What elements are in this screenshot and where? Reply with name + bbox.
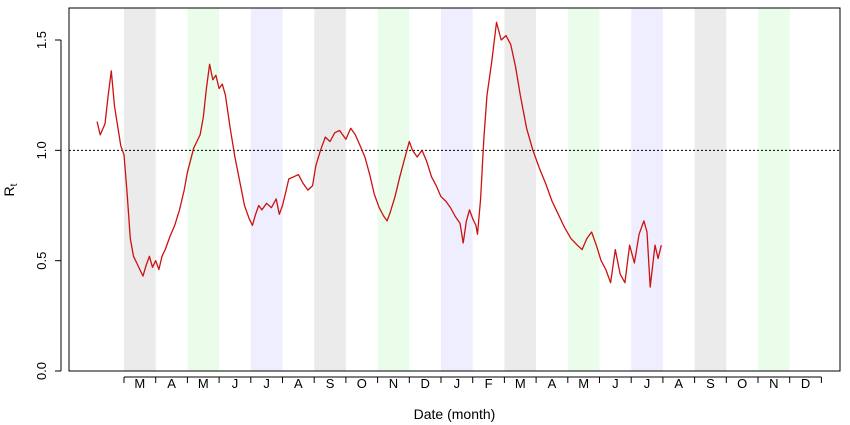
x-tick-label-5: A — [294, 376, 303, 391]
x-tick-label-3: J — [232, 376, 239, 391]
month-band-s-6 — [314, 8, 346, 371]
x-tick-label-1: A — [167, 376, 176, 391]
month-band-m-14 — [567, 8, 600, 371]
month-band-n-8 — [377, 8, 410, 371]
y-axis: 0.0 0.5 1.0 1.5 — [34, 31, 62, 380]
x-axis-title: Date (month) — [414, 406, 496, 422]
y-tick-label-0.0: 0.0 — [34, 362, 49, 380]
y-axis-title-subscript: t — [9, 183, 20, 186]
y-axis-title: Rt — [1, 183, 20, 196]
y-tick-label-1.5: 1.5 — [34, 31, 49, 49]
x-tick-label-16: J — [644, 376, 651, 391]
y-axis-title-main: R — [1, 186, 17, 196]
x-tick-label-13: A — [548, 376, 557, 391]
x-tick-label-15: J — [612, 376, 619, 391]
series-line-0 — [96, 21, 662, 288]
x-tick-label-18: S — [706, 376, 715, 391]
month-band-m-12 — [504, 8, 537, 371]
x-tick-label-20: N — [769, 376, 778, 391]
x-tick-label-19: O — [737, 376, 747, 391]
month-band-s-18 — [694, 8, 727, 371]
month-band-m-2 — [187, 8, 220, 371]
y-tick-label-0.5: 0.5 — [34, 252, 49, 270]
x-tick-label-4: J — [263, 376, 270, 391]
y-tick-label-1.0: 1.0 — [34, 141, 49, 159]
x-tick-label-7: O — [357, 376, 367, 391]
month-band-n-20 — [758, 8, 790, 371]
x-tick-label-8: N — [389, 376, 398, 391]
x-tick-label-0: M — [134, 376, 145, 391]
x-tick-label-14: M — [578, 376, 589, 391]
series-layer — [96, 21, 662, 288]
x-tick-label-6: S — [326, 376, 335, 391]
x-tick-label-10: J — [454, 376, 461, 391]
month-band-m-0 — [124, 8, 156, 371]
month-band-j-16 — [631, 8, 663, 371]
x-tick-label-2: M — [198, 376, 209, 391]
month-band-j-4 — [250, 8, 283, 371]
x-tick-label-17: A — [674, 376, 683, 391]
x-tick-label-11: F — [485, 376, 493, 391]
x-tick-label-21: D — [801, 376, 810, 391]
month-shading-bands — [124, 8, 790, 371]
x-tick-label-9: D — [420, 376, 429, 391]
month-band-j-10 — [441, 8, 473, 371]
x-tick-label-12: M — [515, 376, 526, 391]
plot-frame — [68, 7, 841, 372]
